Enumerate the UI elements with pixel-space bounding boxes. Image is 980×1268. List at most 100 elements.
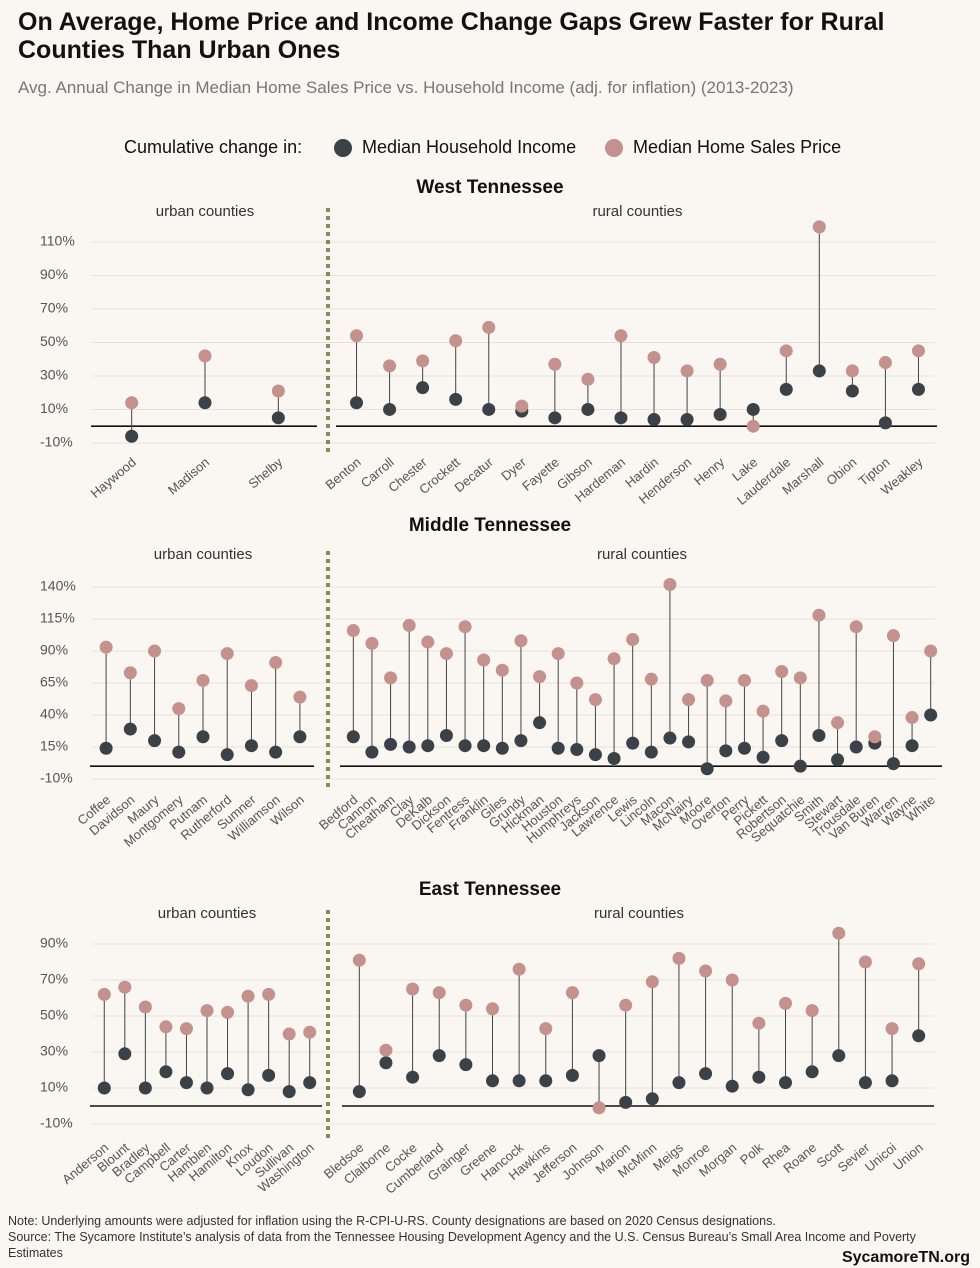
- panel-subtitle: urban counties: [156, 203, 254, 220]
- dot: [495, 741, 509, 755]
- dot: [125, 429, 139, 443]
- dot: [138, 1081, 152, 1095]
- dot: [619, 1095, 633, 1109]
- dot: [241, 989, 255, 1003]
- dot: [614, 329, 628, 343]
- dot: [548, 357, 562, 371]
- dot: [737, 741, 751, 755]
- chart-title: On Average, Home Price and Income Change…: [18, 8, 885, 64]
- y-tick-label: 90%: [40, 935, 68, 951]
- dot: [565, 1068, 579, 1082]
- dot: [416, 354, 430, 368]
- dot: [269, 656, 283, 670]
- x-tick-label: Shelby: [245, 454, 285, 491]
- panel-subtitle: urban counties: [154, 546, 252, 563]
- dot: [421, 739, 435, 753]
- dot: [172, 745, 186, 759]
- dot: [849, 620, 863, 634]
- dot: [878, 356, 892, 370]
- dot: [458, 739, 472, 753]
- dot: [459, 1058, 473, 1072]
- dot: [241, 1083, 255, 1097]
- y-tick-label: 70%: [40, 971, 68, 987]
- x-tick-label: Unicoi: [862, 1140, 899, 1175]
- dot: [179, 1022, 193, 1036]
- dot: [244, 679, 258, 693]
- dot: [905, 711, 919, 725]
- dot: [719, 694, 733, 708]
- dot: [779, 1076, 792, 1090]
- dot: [614, 411, 628, 425]
- dot: [271, 411, 285, 425]
- dot: [746, 419, 760, 433]
- x-tick-label: Obion: [823, 454, 859, 488]
- dot: [383, 402, 397, 416]
- dot: [138, 1000, 152, 1014]
- dot: [200, 1004, 214, 1018]
- legend-marker: [334, 139, 352, 157]
- y-tick-label: 110%: [40, 233, 75, 249]
- dot: [588, 748, 602, 762]
- dot: [352, 953, 366, 967]
- dot: [439, 647, 453, 661]
- dot: [581, 402, 595, 416]
- dot: [581, 372, 595, 386]
- dot: [514, 734, 528, 748]
- dot: [779, 382, 793, 396]
- dot: [831, 716, 845, 730]
- dot: [352, 1085, 366, 1099]
- legend-label: Median Home Sales Price: [633, 137, 841, 157]
- dot: [719, 744, 733, 758]
- dot: [663, 577, 677, 591]
- dot: [793, 671, 807, 685]
- dot: [868, 730, 882, 744]
- dot: [775, 664, 789, 678]
- dot: [831, 753, 845, 767]
- dot: [700, 673, 714, 687]
- dot: [449, 392, 463, 406]
- dot: [198, 396, 212, 410]
- dot: [805, 1065, 819, 1079]
- dot: [924, 708, 938, 722]
- dot: [416, 381, 430, 395]
- brand: SycamoreTN.org: [841, 1249, 970, 1266]
- dot: [539, 1022, 553, 1036]
- dot: [570, 743, 584, 757]
- dot: [221, 1005, 235, 1019]
- dot: [99, 741, 113, 755]
- y-tick-label: 140%: [40, 578, 76, 594]
- dot: [746, 402, 760, 416]
- y-tick-label: 30%: [40, 1043, 68, 1059]
- y-tick-label: 50%: [40, 333, 68, 349]
- dot: [482, 320, 496, 334]
- dot: [262, 987, 276, 1001]
- dot: [607, 752, 621, 766]
- dot: [647, 413, 661, 426]
- y-tick-label: 10%: [40, 400, 68, 416]
- dot: [514, 634, 528, 648]
- dot: [886, 629, 900, 643]
- dot: [663, 731, 677, 745]
- dot: [713, 357, 727, 371]
- y-tick-label: -10%: [40, 770, 73, 786]
- dot: [533, 670, 547, 684]
- region-title: East Tennessee: [419, 879, 561, 900]
- dot: [421, 635, 435, 649]
- region-title: Middle Tennessee: [409, 515, 571, 536]
- dot: [832, 926, 846, 940]
- dot: [350, 329, 364, 343]
- dot: [752, 1070, 766, 1084]
- dot: [672, 951, 686, 965]
- dot: [379, 1056, 393, 1070]
- dot: [123, 666, 137, 680]
- dot: [645, 1092, 659, 1106]
- dot: [303, 1076, 317, 1090]
- dot: [432, 1049, 446, 1063]
- dot: [845, 384, 859, 398]
- dot: [551, 647, 565, 661]
- chart-subtitle: Avg. Annual Change in Median Home Sales …: [18, 78, 794, 97]
- dot: [533, 716, 547, 730]
- dot: [402, 618, 416, 632]
- dot: [282, 1027, 296, 1041]
- y-tick-label: 90%: [40, 642, 68, 658]
